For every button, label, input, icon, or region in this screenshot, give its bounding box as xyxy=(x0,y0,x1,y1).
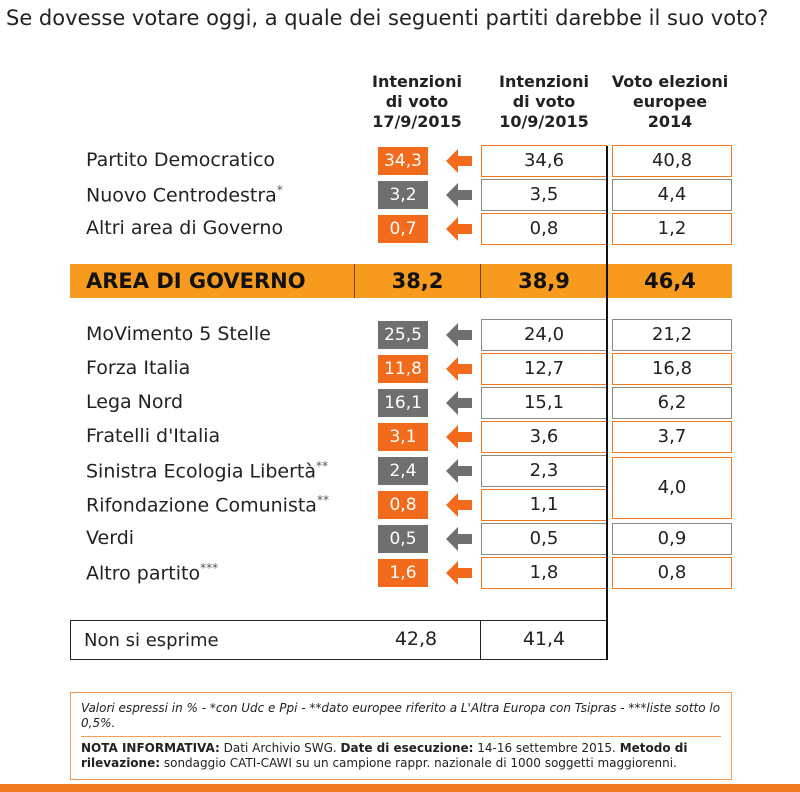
value-badge-1: 25,5 xyxy=(378,321,428,349)
party-name-text: Fratelli d'Italia xyxy=(86,425,221,447)
arrow-left-down-icon xyxy=(446,323,472,347)
arrow-left-up-icon xyxy=(446,149,472,173)
party-name-text: Altro partito xyxy=(86,562,201,585)
column-header-line: 2014 xyxy=(647,112,693,131)
value-cell-3: 1,2 xyxy=(612,213,732,245)
non-si-esprime-value-1: 42,8 xyxy=(394,628,438,650)
arrow-left-up-icon xyxy=(446,357,472,381)
party-name-text: Rifondazione Comunista xyxy=(86,494,317,517)
value-badge-1: 3,2 xyxy=(378,181,428,209)
value-cell-3: 21,2 xyxy=(612,319,732,351)
value-cell-2: 3,6 xyxy=(481,421,607,453)
column-header-line: Intenzioni xyxy=(372,72,462,91)
party-name: MoVimento 5 Stelle xyxy=(86,323,271,345)
column-header: Voto elezioni europee 2014 xyxy=(608,72,732,132)
party-name: Forza Italia xyxy=(86,357,190,379)
value-badge-1: 16,1 xyxy=(378,389,428,417)
band-divider xyxy=(480,264,481,298)
non-si-esprime-divider xyxy=(480,620,481,660)
arrow-left-down-icon xyxy=(446,183,472,207)
value-cell-3: 3,7 xyxy=(612,421,732,453)
arrow-left-up-icon xyxy=(446,217,472,241)
bottom-bar xyxy=(0,784,800,792)
value-badge-1: 0,7 xyxy=(378,215,428,243)
party-name: Sinistra Ecologia Libertà** xyxy=(86,459,328,482)
party-name: Fratelli d'Italia xyxy=(86,425,220,447)
party-name: Altri area di Governo xyxy=(86,217,283,239)
arrow-left-down-icon xyxy=(446,391,472,415)
value-cell-2: 12,7 xyxy=(481,353,607,385)
party-name: Nuovo Centrodestra* xyxy=(86,183,283,206)
column-header-line: europee xyxy=(632,92,708,111)
column-header-line: 17/9/2015 xyxy=(372,112,462,131)
value-cell-2: 0,5 xyxy=(481,523,607,555)
value-cell-3: 40,8 xyxy=(612,145,732,177)
value-cell-2: 0,8 xyxy=(481,213,607,245)
band-divider xyxy=(354,264,355,298)
arrow-left-down-icon xyxy=(446,459,472,483)
party-name-text: Lega Nord xyxy=(86,391,184,413)
party-name: Partito Democratico xyxy=(86,149,275,171)
party-name-text: Verdi xyxy=(86,527,135,549)
column-header: Intenzioni di voto 10/9/2015 xyxy=(481,72,607,132)
column-header: Intenzioni di voto 17/9/2015 xyxy=(355,72,479,132)
area-value-3: 46,4 xyxy=(644,269,696,293)
value-cell-3: 16,8 xyxy=(612,353,732,385)
value-badge-1: 1,6 xyxy=(378,559,428,587)
value-cell-2: 1,1 xyxy=(481,489,607,521)
value-cell-3: 0,9 xyxy=(612,523,732,555)
value-cell-2: 15,1 xyxy=(481,387,607,419)
value-badge-1: 2,4 xyxy=(378,457,428,485)
vertical-rule xyxy=(606,146,608,660)
party-name-text: Nuovo Centrodestra xyxy=(86,184,277,207)
party-name-text: Partito Democratico xyxy=(86,149,276,171)
arrow-left-up-icon xyxy=(446,493,472,517)
party-name: Lega Nord xyxy=(86,391,183,413)
footnote-mark: ** xyxy=(316,459,329,473)
area-value-2: 38,9 xyxy=(518,269,570,293)
value-badge-1: 34,3 xyxy=(378,147,428,175)
column-header-line: di voto xyxy=(512,92,576,111)
value-cell-3: 4,4 xyxy=(612,179,732,211)
value-badge-1: 0,5 xyxy=(378,525,428,553)
arrow-left-up-icon xyxy=(446,425,472,449)
column-header-line: di voto xyxy=(385,92,449,111)
value-badge-1: 3,1 xyxy=(378,423,428,451)
footnote-mark: ** xyxy=(316,493,329,507)
party-name-text: Sinistra Ecologia Libertà xyxy=(86,460,317,483)
area-value-1: 38,2 xyxy=(391,269,444,293)
chart-title: Se dovesse votare oggi, a quale dei segu… xyxy=(6,6,769,30)
area-label: AREA DI GOVERNO xyxy=(86,269,306,293)
value-cell-2: 3,5 xyxy=(481,179,607,211)
arrow-left-up-icon xyxy=(446,561,472,585)
party-name-text: MoVimento 5 Stelle xyxy=(86,323,271,345)
value-badge-1: 0,8 xyxy=(378,491,428,519)
footnote-mark: *** xyxy=(200,561,219,575)
party-name: Verdi xyxy=(86,527,134,549)
merged-eu-cell: 4,0 xyxy=(612,457,732,519)
non-si-esprime-label: Non si esprime xyxy=(84,630,219,651)
value-cell-2: 1,8 xyxy=(481,557,607,589)
arrow-left-down-icon xyxy=(446,527,472,551)
column-header-line: Intenzioni xyxy=(499,72,589,91)
party-name-text: Altri area di Governo xyxy=(86,217,284,239)
footer-nota: NOTA INFORMATIVA: Dati Archivio SWG. Dat… xyxy=(81,741,688,770)
footnote-mark: * xyxy=(276,183,283,197)
value-cell-3: 6,2 xyxy=(612,387,732,419)
footer-notes: Valori espressi in % - *con Udc e Ppi - … xyxy=(81,701,721,730)
value-badge-1: 11,8 xyxy=(378,355,428,383)
value-cell-2: 24,0 xyxy=(481,319,607,351)
column-header-line: 10/9/2015 xyxy=(499,112,589,131)
value-cell-2: 2,3 xyxy=(481,455,607,487)
non-si-esprime-value-2: 41,4 xyxy=(522,628,566,650)
area-di-governo-band xyxy=(70,264,732,298)
party-name: Rifondazione Comunista** xyxy=(86,493,329,516)
party-name-text: Forza Italia xyxy=(86,357,191,379)
column-header-line: Voto elezioni xyxy=(611,72,729,91)
footer-box: Valori espressi in % - *con Udc e Ppi - … xyxy=(70,692,732,780)
party-name: Altro partito*** xyxy=(86,561,218,584)
value-cell-2: 34,6 xyxy=(481,145,607,177)
value-cell-3: 0,8 xyxy=(612,557,732,589)
